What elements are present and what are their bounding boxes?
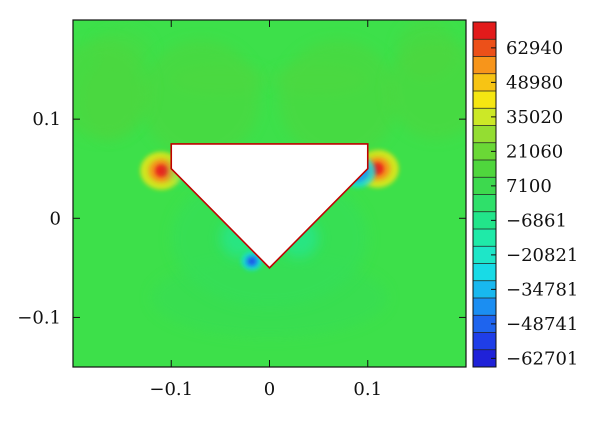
colorbar-label: 21060	[506, 141, 563, 162]
colorbar-band	[473, 211, 496, 230]
x-tick-label: 0	[264, 379, 275, 400]
colorbar-label: 62940	[506, 38, 563, 59]
hotspot	[387, 39, 466, 139]
colorbar-labels: 62940 48980 35020 21060 7100 −6861 −20821 −3478…	[491, 38, 578, 369]
colorbar-label: −62701	[506, 348, 578, 369]
colorbar-band	[473, 39, 496, 57]
colorbar-band	[473, 108, 496, 126]
y-tick-label: 0.1	[32, 109, 61, 130]
obstacle-shape	[170, 143, 369, 269]
colorbar-band	[473, 56, 496, 75]
colorbar-band	[473, 142, 496, 161]
colorbar-band	[473, 22, 496, 40]
colorbar-band	[473, 125, 496, 144]
y-tick-label: −0.1	[17, 307, 61, 328]
hotspot	[73, 39, 152, 139]
colorbar-band	[473, 298, 496, 316]
colorbar-band	[473, 263, 496, 282]
colorbar-label: −34781	[506, 279, 578, 300]
colorbar-band	[473, 177, 496, 195]
colorbar-band	[473, 332, 496, 351]
hotspot	[279, 39, 398, 159]
colorbar-band	[473, 315, 496, 333]
colorbar-label: −6861	[506, 210, 567, 231]
colorbar-band	[473, 73, 496, 92]
colorbar-band	[473, 194, 496, 213]
colorbar-label: 48980	[506, 72, 563, 93]
colorbar-label: 35020	[506, 107, 563, 128]
colorbar-label: 7100	[506, 176, 552, 197]
axis-layer: −0.1 0 0.1 0.1 0 −0.1	[17, 20, 466, 400]
colorbar-band	[473, 280, 496, 299]
colorbar-band	[473, 246, 496, 264]
x-tick-label: −0.1	[149, 379, 193, 400]
colorbar-band	[473, 229, 496, 247]
colorbar-band	[473, 91, 496, 109]
hotspot	[141, 39, 260, 159]
colorbar: 62940 48980 35020 21060 7100 −6861 −20821 −3478…	[472, 21, 578, 369]
colorbar-label: −48741	[506, 314, 578, 335]
colorbar-band	[473, 160, 496, 178]
y-tick-label: 0	[50, 208, 61, 229]
colorbar-band	[473, 349, 496, 368]
colorbar-bands	[473, 22, 496, 368]
colorbar-label: −20821	[506, 245, 578, 266]
x-tick-label: 0.1	[353, 379, 382, 400]
contour-plot-area	[73, 20, 466, 367]
colorbar-frame	[472, 21, 497, 368]
